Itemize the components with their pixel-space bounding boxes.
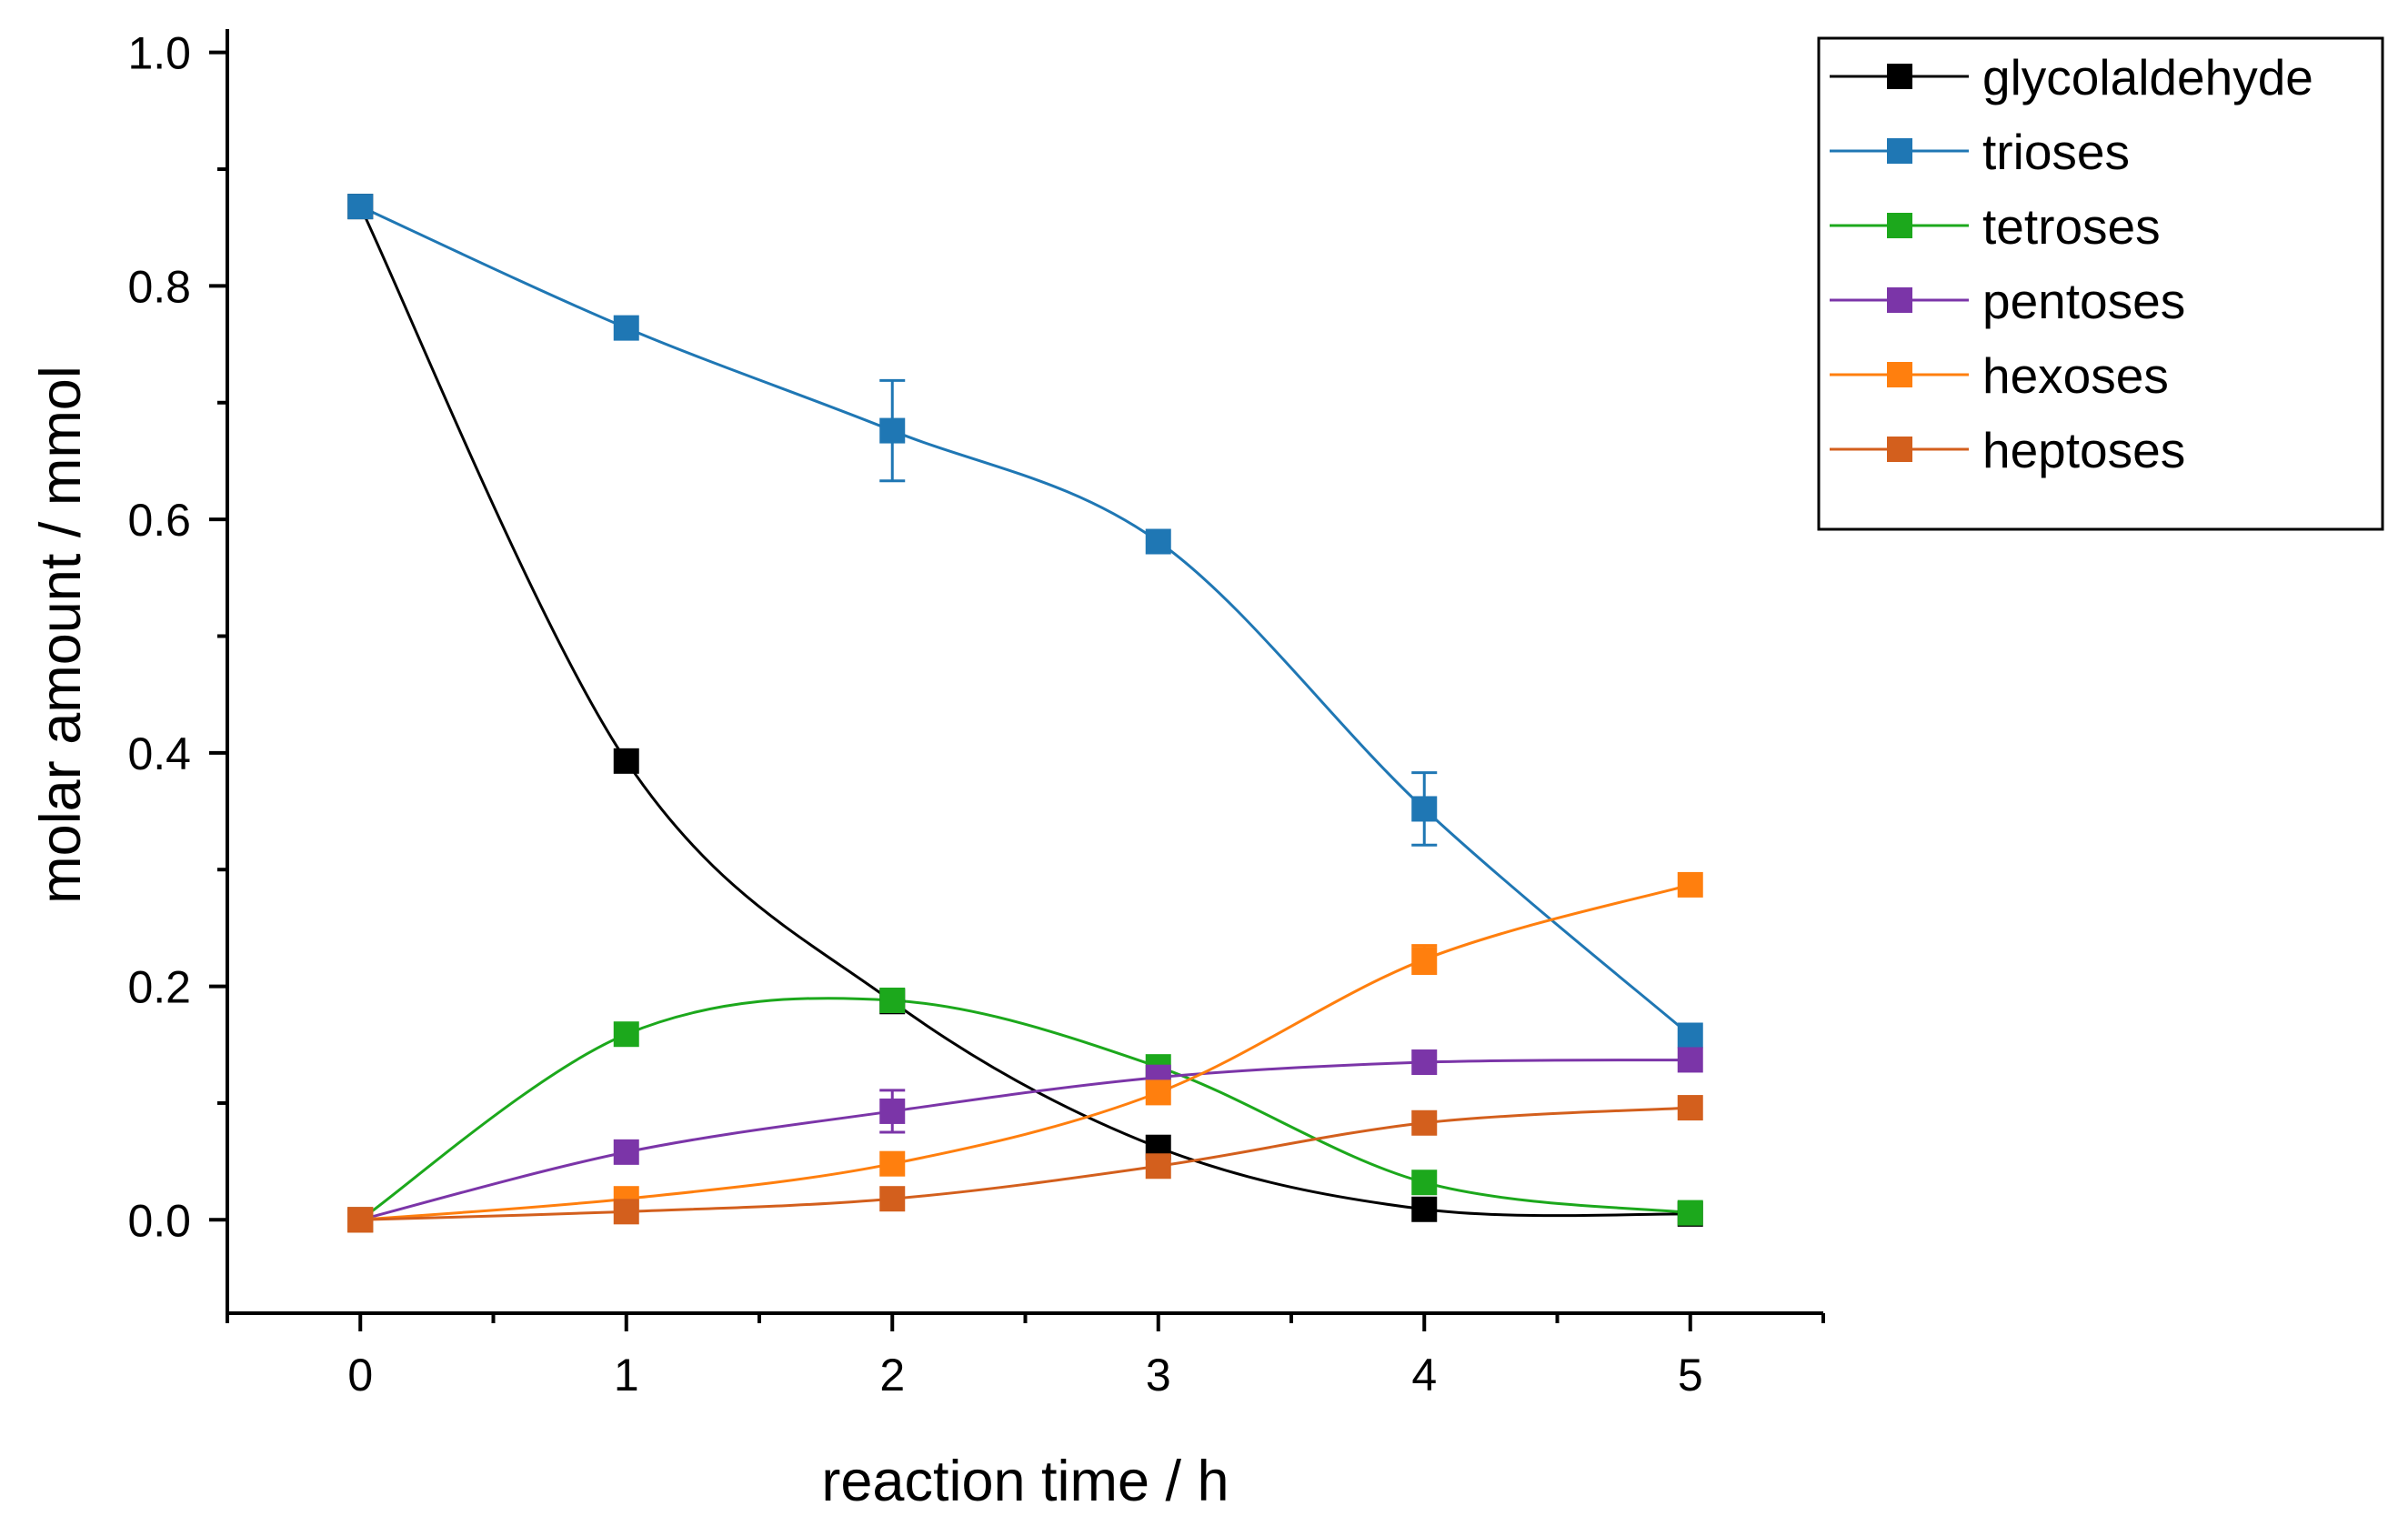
error-bars-layer [879, 378, 1438, 1134]
data-point-heptoses [1145, 1153, 1171, 1180]
legend-marker-trioses [1887, 138, 1912, 164]
data-point-trioses [1677, 1022, 1703, 1049]
data-point-heptoses [613, 1199, 639, 1225]
x-tick-label: 3 [1146, 1350, 1171, 1401]
y-tick-label: 0.0 [127, 1195, 191, 1246]
data-point-heptoses [1677, 1095, 1703, 1121]
legend-label-glycolaldehyde: glycolaldehyde [1982, 49, 2313, 105]
data-point-heptoses [347, 1207, 374, 1233]
series-curves-layer [358, 205, 1691, 1221]
y-tick-label: 0.6 [127, 495, 191, 546]
data-point-hexoses [1411, 947, 1438, 973]
legend: glycolaldehyde trioses tetroses pentoses hex… [1817, 36, 2384, 531]
x-tick-label: 5 [1678, 1350, 1703, 1401]
x-tick-label: 0 [347, 1350, 373, 1401]
legend-label-tetroses: tetroses [1982, 198, 2161, 255]
y-tick-label: 0.4 [127, 728, 191, 779]
data-point-pentoses [879, 1098, 906, 1124]
legend-label-trioses: trioses [1982, 124, 2130, 180]
legend-label-hexoses: hexoses [1982, 347, 2169, 404]
data-point-tetroses [879, 987, 906, 1013]
data-point-trioses [879, 417, 906, 444]
series-line-tetroses [359, 997, 1691, 1221]
legend-marker-glycolaldehyde [1887, 64, 1912, 89]
x-tick-label: 1 [614, 1350, 639, 1401]
legend-label-heptoses: heptoses [1982, 422, 2185, 478]
data-point-trioses [613, 315, 639, 341]
legend-label-pentoses: pentoses [1982, 273, 2185, 329]
legend-box [1817, 36, 2384, 531]
series-line-glycolaldehyde [358, 206, 1691, 1218]
series-line-heptoses [360, 1106, 1691, 1221]
data-point-hexoses [1677, 871, 1703, 898]
data-point-pentoses [1677, 1047, 1703, 1073]
y-tick-label: 1.0 [127, 28, 191, 79]
x-tick-label: 4 [1411, 1350, 1437, 1401]
x-tick-label: 2 [879, 1350, 905, 1401]
legend-marker-hexoses [1887, 362, 1912, 387]
axes-layer: 0 1 2 3 4 5 0.0 0.2 0.4 0.6 0.8 1.0 reaction time / … [29, 28, 1825, 1513]
y-axis-title: molar amount / mmol [29, 366, 93, 904]
legend-marker-pentoses [1887, 287, 1912, 313]
data-point-hexoses [879, 1150, 906, 1177]
data-point-heptoses [1411, 1109, 1438, 1136]
series-line-hexoses [360, 883, 1691, 1221]
data-point-heptoses [879, 1186, 906, 1212]
legend-marker-tetroses [1887, 213, 1912, 238]
data-point-glycolaldehyde [1411, 1196, 1438, 1222]
y-tick-label: 0.8 [127, 261, 191, 312]
data-point-tetroses [1411, 1170, 1438, 1196]
data-point-trioses [347, 194, 374, 220]
data-point-glycolaldehyde [613, 748, 639, 774]
data-point-trioses [1145, 528, 1171, 555]
data-point-hexoses [1145, 1079, 1171, 1106]
y-tick-label: 0.2 [127, 962, 191, 1013]
data-point-pentoses [613, 1139, 639, 1165]
legend-marker-heptoses [1887, 437, 1912, 462]
data-point-tetroses [613, 1021, 639, 1048]
series-line-pentoses [359, 1058, 1691, 1221]
series-line-trioses [359, 205, 1691, 1037]
markers-layer [347, 194, 1703, 1233]
data-point-trioses [1411, 796, 1438, 822]
data-point-pentoses [1411, 1049, 1438, 1076]
x-axis-title: reaction time / h [821, 1450, 1229, 1513]
data-point-tetroses [1677, 1200, 1703, 1226]
